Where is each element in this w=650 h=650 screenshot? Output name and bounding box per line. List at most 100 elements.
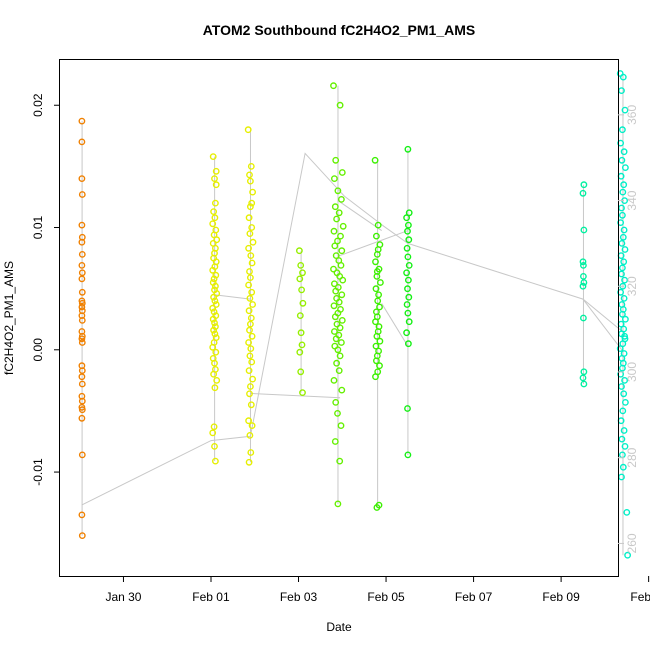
data-point [212, 271, 220, 279]
x-axis: Jan 30 Feb 01 Feb 03 Feb 05 Feb 07 Feb 09 Feb … [105, 576, 650, 604]
data-point [404, 253, 412, 261]
data-point [336, 457, 344, 465]
data-point [209, 343, 217, 351]
data-point [246, 274, 254, 281]
data-point [405, 261, 413, 269]
data-point [338, 291, 346, 299]
data-point [297, 368, 305, 376]
data-point [246, 268, 253, 275]
data-point [247, 401, 255, 409]
data-point [298, 341, 306, 349]
data-point [78, 238, 86, 246]
data-point [405, 318, 413, 326]
data-point [330, 265, 337, 273]
data-point [211, 323, 219, 330]
secondary-trace-segment [582, 298, 623, 351]
data-point [374, 297, 382, 305]
data-point [331, 242, 339, 250]
data-point [580, 226, 588, 234]
data-point [245, 214, 253, 222]
data-point [78, 532, 86, 539]
data-point [330, 227, 338, 235]
data-point [296, 348, 304, 356]
data-point [619, 211, 626, 219]
data-point [246, 203, 254, 211]
data-point [617, 139, 624, 147]
data-point [404, 309, 412, 317]
data-point [78, 269, 86, 277]
data-point [211, 282, 219, 290]
data-point [371, 156, 379, 164]
data-point [620, 390, 628, 398]
data-point [78, 117, 86, 125]
data-point [374, 221, 382, 229]
data-point [373, 504, 381, 511]
data-point [78, 414, 86, 422]
data-point [212, 301, 220, 308]
data-point [336, 352, 344, 360]
data-point [246, 352, 254, 360]
data-point [620, 181, 628, 189]
data-point [580, 368, 588, 376]
data-point [335, 209, 343, 217]
data-point [78, 511, 86, 519]
secondary-trace-segment [215, 294, 251, 300]
data-point [330, 82, 337, 90]
x-tick-label: Feb 11 [630, 590, 650, 604]
data-point [337, 261, 345, 269]
data-point [210, 208, 218, 216]
data-point [372, 318, 379, 326]
data-point [618, 239, 626, 247]
data-point [403, 214, 410, 222]
secondary-trace-segment [381, 303, 409, 347]
data-point [620, 148, 628, 156]
data-point [403, 329, 410, 337]
data-point [212, 181, 220, 189]
right-tick-label: 360 [625, 105, 639, 125]
data-point [209, 220, 217, 228]
data-point [374, 246, 382, 253]
data-point [211, 330, 219, 338]
data-point [297, 329, 305, 337]
data-point [376, 362, 383, 370]
y-tick-label: -0.01 [31, 458, 45, 486]
data-point [404, 227, 411, 235]
right-tick-label: 320 [625, 276, 639, 296]
data-point [403, 269, 410, 277]
data-point [249, 238, 257, 246]
data-point [616, 345, 624, 352]
data-point [245, 367, 253, 374]
data-point [579, 282, 587, 290]
data-point [247, 162, 255, 170]
data-point [331, 313, 339, 321]
data-point [620, 258, 628, 266]
data-point [372, 357, 380, 365]
data-point [618, 435, 626, 443]
data-point [619, 364, 626, 372]
data-point [618, 156, 626, 164]
secondary-trace-segment [250, 392, 341, 399]
data-point [211, 214, 219, 222]
x-axis-label: Date [326, 620, 352, 634]
data-point [299, 389, 306, 396]
right-axis: 260 280 300 320 340 360 [618, 105, 639, 553]
data-point [211, 297, 219, 305]
data-point [246, 326, 253, 334]
data-point [78, 175, 86, 183]
data-point [331, 438, 339, 445]
data-point [580, 314, 587, 322]
data-point [210, 423, 218, 431]
data-point [404, 451, 412, 459]
data-point [245, 281, 253, 289]
data-point [333, 215, 340, 223]
data-point [334, 409, 341, 417]
data-point [78, 303, 86, 311]
data-point [403, 244, 411, 252]
data-point [619, 73, 627, 81]
data-point [620, 427, 628, 434]
data-point [335, 298, 343, 306]
data-point [332, 335, 340, 343]
data-point [579, 189, 587, 197]
data-point [244, 126, 252, 134]
data-point [209, 315, 217, 323]
